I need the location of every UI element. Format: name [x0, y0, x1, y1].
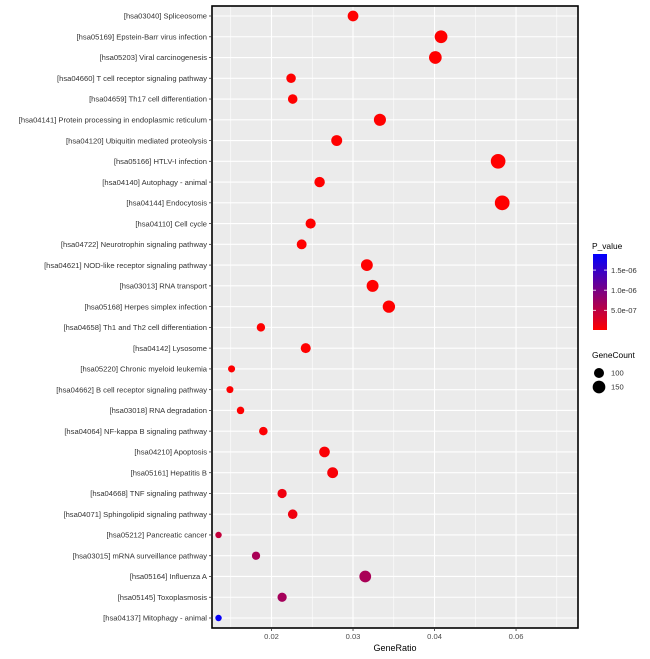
- data-point: [327, 467, 339, 479]
- data-point: [226, 386, 234, 394]
- y-axis-labels: [hsa03040] Spliceosome [hsa05169] Epstein…: [19, 12, 212, 623]
- y-axis-label: [hsa04137] Mitophagy - animal: [103, 614, 207, 623]
- plot-panel: [212, 6, 578, 628]
- x-tick-label: 0.06: [509, 632, 524, 641]
- data-point: [256, 323, 266, 332]
- data-point: [429, 51, 442, 64]
- data-point: [236, 406, 245, 415]
- data-points: [215, 10, 510, 622]
- y-axis-label: [hsa04141] Protein processing in endopla…: [19, 115, 207, 124]
- data-point: [277, 488, 287, 499]
- x-tick-label: 0.03: [346, 632, 361, 641]
- data-point: [319, 446, 330, 458]
- x-tick-label: 0.04: [427, 632, 442, 641]
- data-point: [277, 592, 287, 602]
- data-point: [359, 570, 372, 583]
- y-axis-label: [hsa04110] Cell cycle: [135, 219, 207, 228]
- data-point: [494, 195, 510, 211]
- data-point: [347, 10, 359, 22]
- y-axis-label: [hsa05164] Influenza A: [130, 572, 208, 581]
- data-point: [259, 426, 268, 436]
- data-point: [490, 153, 506, 169]
- data-point: [287, 509, 298, 520]
- data-point: [331, 135, 343, 147]
- y-axis-label: [hsa04621] NOD-like receptor signaling p…: [44, 261, 207, 270]
- y-axis-label: [hsa04662] B cell receptor signaling pat…: [56, 385, 207, 394]
- legend-size-scale: GeneCount 100 150: [592, 350, 636, 394]
- data-point: [314, 176, 325, 188]
- data-point: [434, 30, 448, 44]
- data-point: [215, 614, 222, 622]
- y-axis-label: [hsa05161] Hepatitis B: [131, 468, 207, 477]
- x-axis-ticks: 0.02 0.03 0.04 0.06: [264, 628, 523, 641]
- y-axis-label: [hsa05220] Chronic myeloid leukemia: [80, 365, 207, 374]
- y-axis-label: [hsa05212] Pancreatic cancer: [107, 531, 208, 540]
- data-point: [296, 239, 307, 250]
- x-tick-label: 0.02: [264, 632, 279, 641]
- legend-size-title: GeneCount: [592, 350, 636, 360]
- data-point: [366, 279, 379, 292]
- y-axis-label: [hsa03040] Spliceosome: [124, 12, 207, 21]
- y-axis-label: [hsa04210] Apoptosis: [134, 448, 207, 457]
- y-axis-label: [hsa05166] HTLV-I infection: [114, 157, 207, 166]
- size-legend-label: 100: [611, 369, 624, 378]
- y-axis-label: [hsa04722] Neurotrophin signaling pathwa…: [61, 240, 207, 249]
- colorbar: [593, 254, 607, 330]
- y-axis-label: [hsa05203] Viral carcinogenesis: [99, 53, 207, 62]
- colorbar-tick-label: 5.0e-07: [611, 306, 637, 315]
- y-axis-label: [hsa04659] Th17 cell differentiation: [89, 95, 207, 104]
- y-axis-label: [hsa04658] Th1 and Th2 cell differentiat…: [63, 323, 207, 332]
- size-entries: 100 150: [592, 367, 624, 394]
- y-axis-label: [hsa04064] NF-kappa B signaling pathway: [64, 427, 207, 436]
- colorbar-ticks: 5.0e-07 1.0e-06 1.5e-06: [593, 266, 637, 315]
- x-axis-title: GeneRatio: [373, 643, 416, 653]
- data-point: [286, 73, 296, 84]
- y-axis-label: [hsa04660] T cell receptor signaling pat…: [57, 74, 207, 83]
- y-axis-label: [hsa04668] TNF signaling pathway: [90, 489, 207, 498]
- y-axis-label: [hsa04071] Sphingolipid signaling pathwa…: [63, 510, 207, 519]
- legend-color-scale: P_value 5.0e-07 1.0e-06 1.5e-06: [592, 241, 637, 330]
- colorbar-tick-label: 1.5e-06: [611, 266, 637, 275]
- colorbar-tick-label: 1.0e-06: [611, 286, 637, 295]
- y-axis-label: [hsa03015] mRNA surveillance pathway: [73, 551, 207, 560]
- data-point: [287, 94, 298, 104]
- data-point: [373, 113, 386, 126]
- y-axis-label: [hsa04120] Ubiquitin mediated proteolysi…: [66, 136, 207, 145]
- y-axis-label: [hsa04144] Endocytosis: [126, 199, 207, 208]
- y-axis-label: [hsa05169] Epstein-Barr virus infection: [77, 32, 207, 41]
- data-point: [228, 365, 236, 373]
- y-axis-label: [hsa03018] RNA degradation: [109, 406, 207, 415]
- y-axis-label: [hsa03013] RNA transport: [120, 282, 208, 291]
- size-legend-dot: [592, 380, 606, 394]
- y-axis-label: [hsa04142] Lysosome: [133, 344, 207, 353]
- data-point: [305, 218, 316, 229]
- data-point: [360, 259, 373, 272]
- grid-lines: [212, 6, 578, 628]
- data-point: [382, 300, 396, 313]
- data-point: [300, 343, 311, 354]
- plot-border: [211, 5, 579, 629]
- data-point: [215, 531, 222, 539]
- size-legend-label: 150: [611, 383, 624, 392]
- y-axis-label: [hsa05168] Herpes simplex infection: [85, 302, 207, 311]
- y-axis-label: [hsa04140] Autophagy - animal: [102, 178, 207, 187]
- y-axis-label: [hsa05145] Toxoplasmosis: [118, 593, 208, 602]
- data-point: [251, 551, 261, 560]
- size-legend-dot: [593, 367, 605, 379]
- legend-color-title: P_value: [592, 241, 623, 251]
